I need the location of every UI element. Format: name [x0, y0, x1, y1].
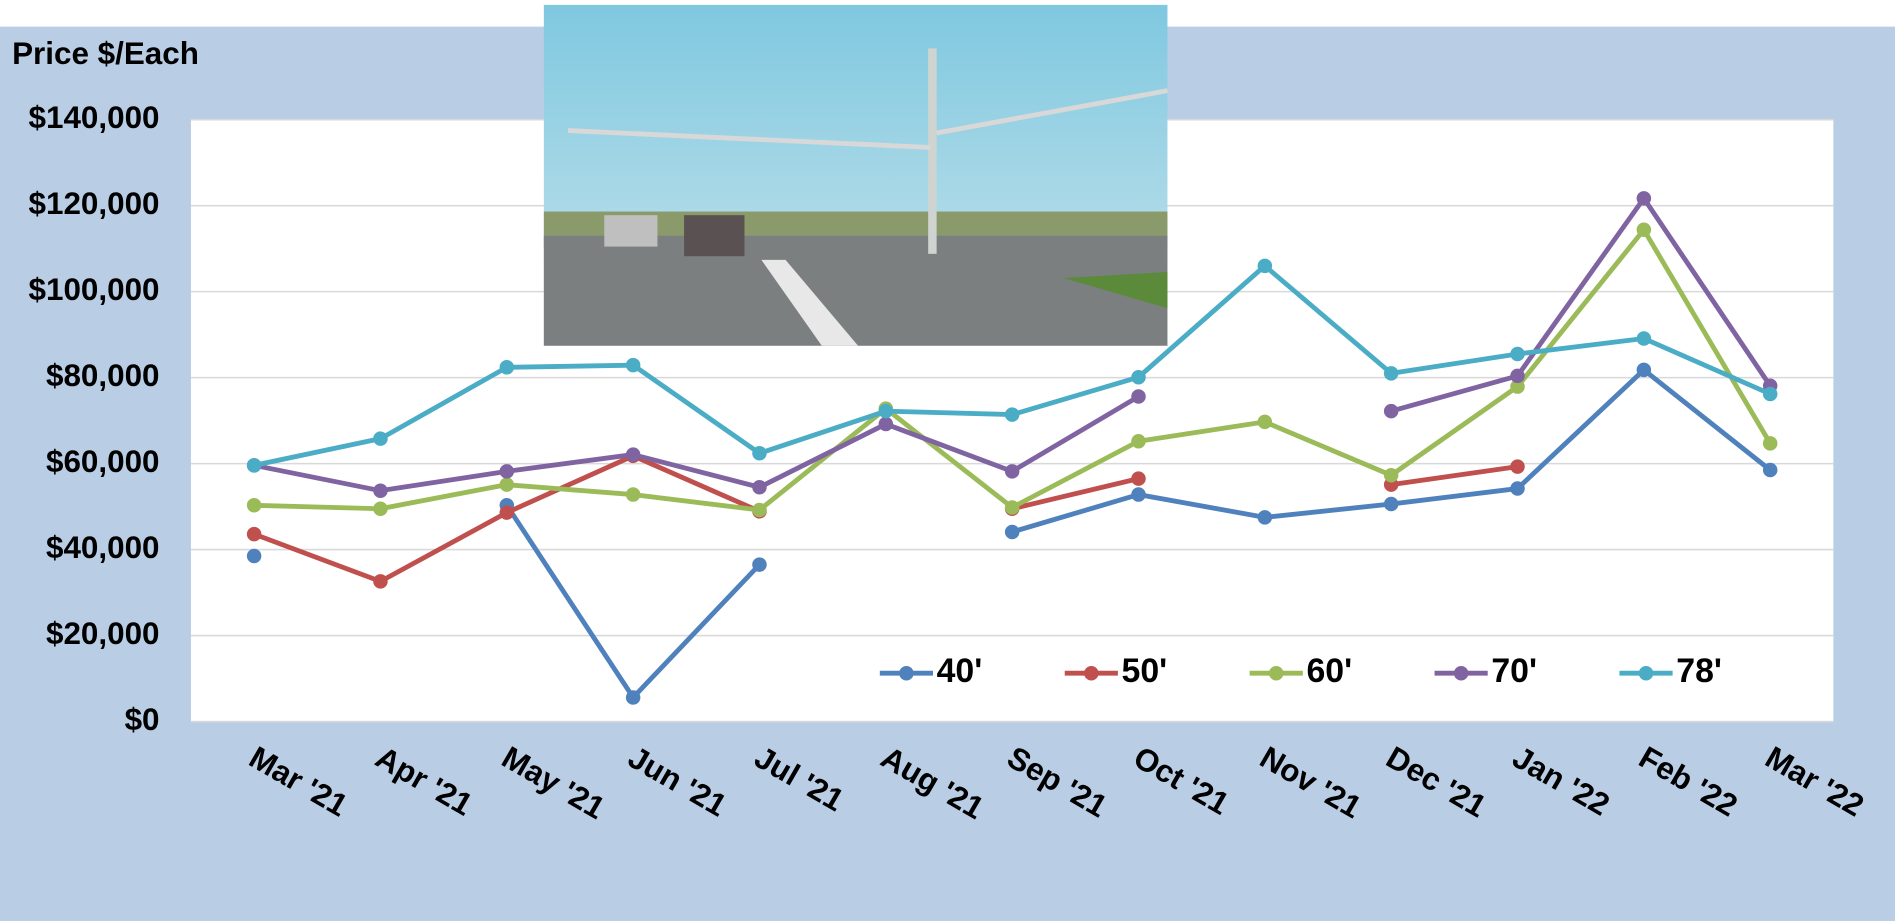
data-point	[1762, 386, 1778, 402]
y-tick-label: $40,000	[46, 530, 160, 565]
data-point	[1004, 464, 1020, 479]
data-point	[1257, 510, 1273, 525]
series-line	[253, 195, 1773, 494]
data-point	[752, 502, 767, 518]
data-point	[1004, 407, 1020, 422]
photo-grass	[1063, 271, 1168, 309]
data-point	[1636, 331, 1652, 346]
data-point	[246, 526, 262, 542]
y-tick-label: $120,000	[29, 186, 160, 221]
data-point	[246, 458, 262, 473]
data-point	[752, 446, 767, 461]
photo-car	[684, 215, 745, 257]
data-point	[1383, 366, 1399, 381]
data-point	[1131, 369, 1146, 385]
data-point	[1762, 436, 1778, 451]
data-point	[373, 501, 388, 516]
photo-pole	[928, 48, 937, 254]
legend-marker	[1638, 665, 1654, 681]
data-point	[1762, 462, 1778, 478]
data-point	[1383, 467, 1399, 483]
legend-label: 70'	[1491, 652, 1537, 690]
legend-marker	[1268, 665, 1284, 681]
data-point	[1510, 368, 1525, 384]
data-point	[499, 477, 515, 492]
data-point	[1510, 459, 1525, 474]
data-point	[499, 360, 515, 375]
data-point	[625, 447, 641, 462]
data-point	[752, 480, 767, 495]
photo-road	[543, 235, 1168, 346]
legend-label: 78'	[1676, 652, 1722, 690]
legend-marker	[1084, 665, 1099, 681]
data-point	[373, 574, 388, 589]
data-point	[625, 487, 641, 502]
data-point	[373, 431, 388, 446]
data-point	[1510, 346, 1525, 362]
data-point	[1636, 191, 1652, 206]
data-point	[1383, 403, 1399, 419]
y-tick-label: $80,000	[46, 358, 160, 393]
photo-truck	[604, 215, 658, 247]
data-point	[1131, 434, 1146, 449]
legend-marker	[1453, 665, 1469, 681]
data-point	[878, 403, 894, 419]
y-tick-label: $100,000	[29, 272, 160, 307]
legend-label: 60'	[1306, 652, 1352, 690]
y-tick-label: $140,000	[29, 100, 160, 135]
y-tick-label: $60,000	[46, 444, 160, 479]
data-point	[1257, 258, 1273, 274]
legend-label: 40'	[937, 652, 983, 690]
photo-arm	[936, 88, 1168, 136]
data-point	[246, 548, 262, 564]
legend-label: 50'	[1122, 652, 1168, 690]
data-point	[1383, 496, 1399, 512]
y-tick-label: $0	[125, 702, 160, 737]
data-point	[1131, 389, 1146, 404]
data-point	[1257, 414, 1273, 430]
data-point	[1636, 222, 1652, 237]
data-point	[1510, 481, 1525, 496]
y-tick-label: $20,000	[46, 616, 160, 651]
data-point	[499, 505, 515, 520]
data-point	[1004, 524, 1020, 540]
data-point	[878, 416, 894, 432]
data-point	[1131, 471, 1146, 486]
data-point	[1131, 487, 1146, 502]
data-point	[625, 357, 641, 373]
photo-lane-mark	[761, 259, 859, 346]
data-point	[1636, 362, 1652, 378]
data-point	[1004, 500, 1020, 515]
data-point	[246, 498, 262, 513]
data-point	[373, 483, 388, 498]
photo	[543, 4, 1168, 346]
data-point	[752, 557, 767, 572]
y-axis-title: Price $/Each	[12, 36, 199, 71]
photo-arm	[567, 128, 931, 150]
data-point	[499, 464, 515, 479]
data-point	[625, 690, 641, 705]
legend-marker	[899, 665, 914, 681]
data-point	[1510, 379, 1525, 394]
